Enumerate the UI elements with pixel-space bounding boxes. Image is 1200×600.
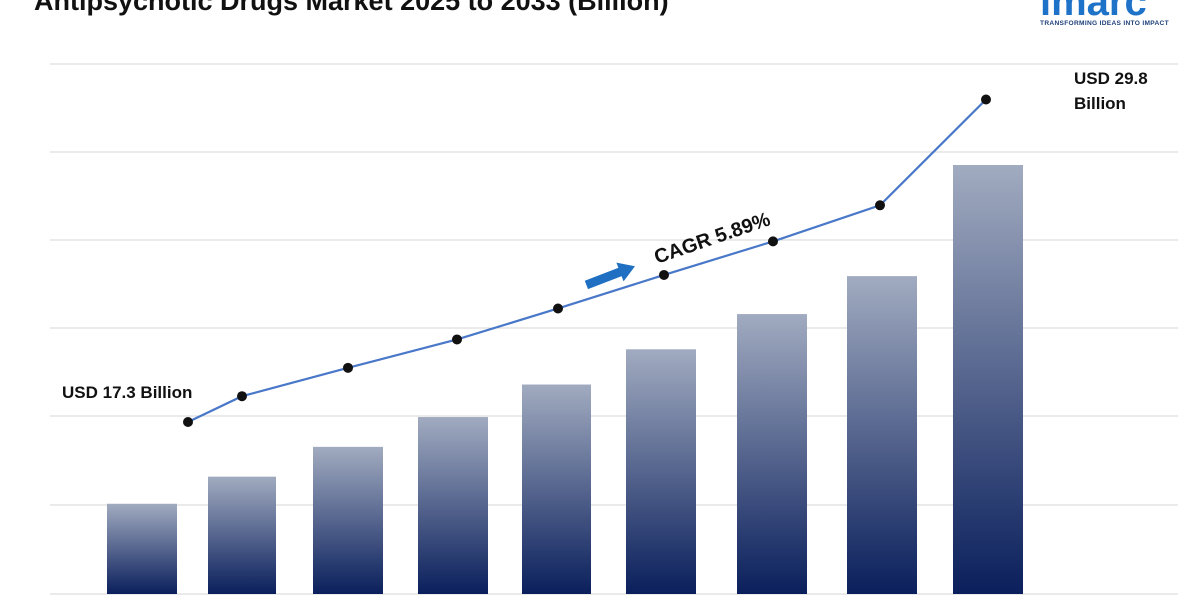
cagr-arrow-head bbox=[616, 262, 635, 282]
logo-tagline: TRANSFORMING IDEAS INTO IMPACT bbox=[1040, 20, 1169, 27]
bar-2026 bbox=[208, 476, 276, 594]
trend-point-6 bbox=[768, 236, 778, 247]
bar-2027 bbox=[313, 446, 383, 594]
logo-wordmark: imarc bbox=[1040, 0, 1147, 24]
trend-point-8 bbox=[981, 94, 991, 105]
bars bbox=[107, 165, 1023, 594]
trend-point-0 bbox=[183, 417, 193, 427]
bar-2028 bbox=[418, 417, 488, 594]
trend-markers bbox=[183, 94, 991, 427]
trend-point-2 bbox=[343, 362, 353, 373]
trend-point-3 bbox=[452, 334, 462, 345]
chart-title: Antipsychotic Drugs Market 2025 to 2033 … bbox=[34, 0, 669, 16]
trend-point-5 bbox=[659, 269, 669, 280]
trend-point-7 bbox=[875, 200, 885, 211]
trend-point-4 bbox=[553, 303, 563, 314]
bar-2031 bbox=[737, 314, 807, 594]
start-value-label: USD 17.3 Billion bbox=[62, 383, 192, 402]
bar-2033 bbox=[953, 165, 1023, 594]
bar-2025 bbox=[107, 503, 177, 594]
bar-2029 bbox=[522, 384, 591, 594]
trend-point-1 bbox=[237, 391, 247, 402]
bar-2032 bbox=[847, 276, 917, 594]
bar-2030 bbox=[626, 349, 696, 594]
imarc-logo: imarc TRANSFORMING IDEAS INTO IMPACT bbox=[1040, 0, 1200, 28]
cagr-arrow-shaft bbox=[584, 266, 626, 290]
end-value-label-line1: USD 29.8 bbox=[1074, 69, 1148, 88]
cagr-arrow bbox=[584, 262, 635, 290]
end-value-label-line2: Billion bbox=[1074, 94, 1126, 113]
